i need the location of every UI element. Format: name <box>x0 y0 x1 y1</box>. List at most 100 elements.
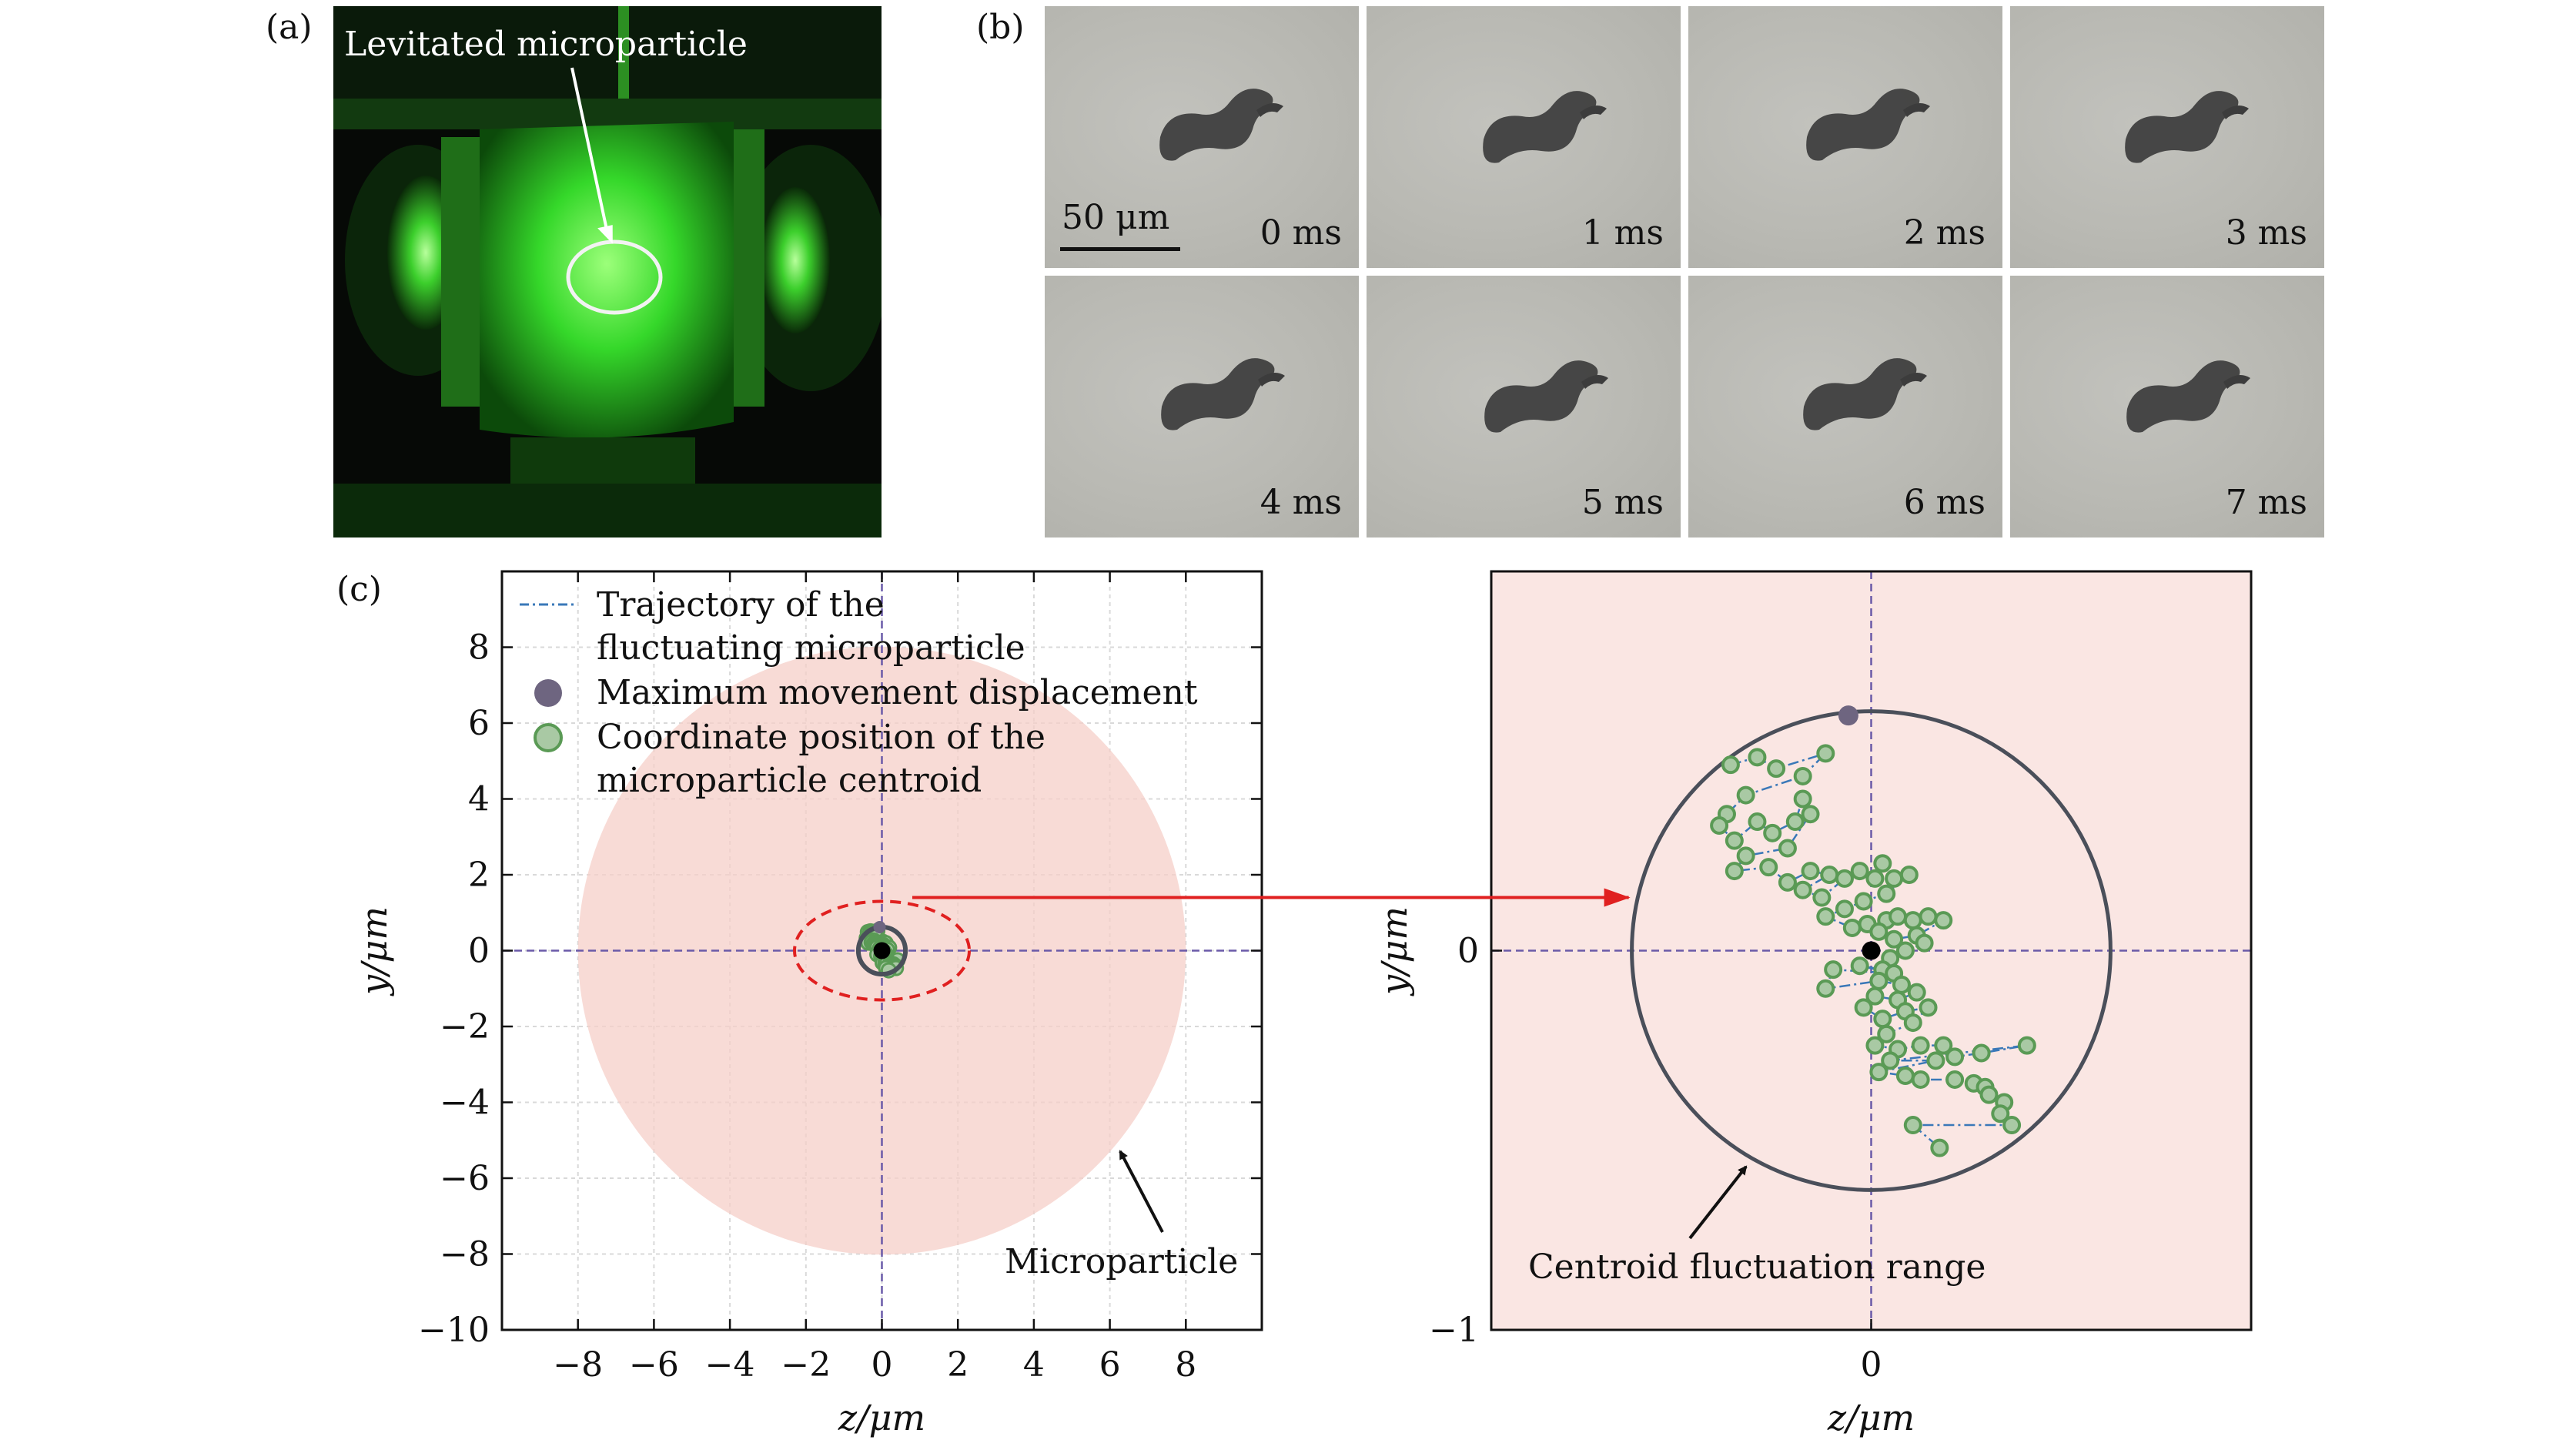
particle-silhouette <box>1803 358 1927 430</box>
x-tick-label: 4 <box>1023 1345 1045 1385</box>
centroid-point <box>1801 805 1820 824</box>
centroid-point <box>1915 933 1934 953</box>
centroid-points <box>1710 744 2036 1157</box>
centroid-point <box>1793 766 1812 785</box>
x-tick-label: 8 <box>1175 1345 1196 1385</box>
levitator-photo: Levitated microparticle <box>333 6 882 537</box>
range-arrow <box>1688 1165 1748 1240</box>
centroid-point <box>1759 858 1778 877</box>
centroid-range-circle <box>1630 709 2113 1192</box>
centroid-point <box>1877 1024 1896 1043</box>
centroid-point <box>1979 1085 1999 1104</box>
scale-bar <box>1060 247 1180 251</box>
centroid-point <box>1889 907 1908 926</box>
centroid-point <box>1778 839 1797 858</box>
centroid-point <box>1865 1036 1885 1055</box>
y-tick-label: 6 <box>468 704 490 743</box>
video-frame: 6 ms <box>1688 276 2002 537</box>
frame-time-label: 3 ms <box>2225 213 2307 253</box>
y-axis-label: y/μm <box>353 906 395 996</box>
centroid-point <box>1801 862 1820 881</box>
centroid-point <box>1903 1116 1922 1135</box>
centroid-point <box>1903 911 1922 930</box>
y-tick-label: 0 <box>468 932 490 971</box>
centroid-point <box>1748 812 1767 832</box>
centroid-point <box>1793 789 1812 809</box>
zoom-region-ellipse <box>792 899 972 1002</box>
centroid-point <box>1721 755 1740 775</box>
centroid-point <box>1824 960 1843 980</box>
video-frame: 5 ms <box>1367 276 1681 537</box>
y-tick-label: 4 <box>468 780 490 819</box>
x-axis-label: z/μm <box>838 1397 925 1438</box>
x-tick-label: −4 <box>705 1345 755 1385</box>
centroid-point <box>1793 880 1812 899</box>
center-point-small <box>873 942 891 959</box>
centroid-point <box>1816 744 1835 763</box>
centroid-point <box>1767 759 1786 779</box>
centroid-point <box>1736 785 1755 805</box>
y-tick-label: −4 <box>440 1083 490 1123</box>
y-tick-label: −8 <box>440 1235 490 1274</box>
particle-silhouette <box>1483 91 1607 163</box>
centroid-point <box>1778 872 1797 892</box>
max-displacement-point <box>1838 705 1858 726</box>
center-point <box>1862 941 1881 960</box>
legend-centroid-label-2: microparticle centroid <box>597 761 982 800</box>
centroid-point <box>1892 975 1911 994</box>
y-tick-label: −10 <box>418 1311 490 1350</box>
particle-silhouette <box>2126 360 2250 433</box>
frame-time-label: 4 ms <box>1260 483 1342 522</box>
centroid-point <box>1865 869 1885 888</box>
centroid-point <box>1919 907 1938 926</box>
x-tick-label: 6 <box>1099 1345 1121 1385</box>
right-plot: 0 −1 0 z/μm y/μm Centroid fluctuation range <box>1373 570 2253 1438</box>
x-tick-label: 2 <box>947 1345 969 1385</box>
y-tick-label: −2 <box>440 1007 490 1047</box>
centroid-point <box>1911 1036 1930 1055</box>
centroid-point <box>1748 748 1767 767</box>
centroid-point <box>1930 1138 1949 1157</box>
particle-silhouette <box>1159 89 1283 161</box>
frame-grid: 0 ms 50 μm 1 ms 2 ms 3 ms 4 ms 5 ms 6 ms 7 ms <box>1045 6 2324 539</box>
legend-trajectory-label: Trajectory of the <box>597 585 885 625</box>
legend-trajectory-label-2: fluctuating microparticle <box>597 628 1025 668</box>
centroid-point <box>1850 862 1869 881</box>
centroid-point <box>1934 1036 1953 1055</box>
frame-time-label: 7 ms <box>2225 483 2307 522</box>
panel-label-b: (b) <box>976 8 1025 47</box>
panel-label-c: (c) <box>336 570 382 609</box>
centroid-point <box>1785 812 1805 832</box>
centroid-point <box>1991 1104 2010 1124</box>
y-tick-label: −6 <box>440 1159 490 1198</box>
centroid-point <box>1725 862 1744 881</box>
centroid-point <box>1725 831 1744 850</box>
particle-silhouette <box>1484 360 1608 433</box>
centroid-point <box>1903 1013 1922 1033</box>
centroid-point <box>2002 1116 2022 1135</box>
centroid-point <box>1885 929 1904 949</box>
centroid-point <box>1816 907 1835 926</box>
left-plot: −8 −6 −4 −2 0 2 4 6 8 −10 −8 −6 −4 −2 0 2 4 6 8 z/μm y/μm Tra… <box>353 570 1263 1438</box>
centroid-point <box>1945 1070 1965 1089</box>
legend-centroid-swatch <box>534 723 563 752</box>
frame-time-label: 6 ms <box>1903 483 1986 522</box>
centroid-point <box>1820 866 1839 884</box>
x-axis-label-zoom: z/μm <box>1827 1397 1915 1438</box>
centroid-point <box>1972 1043 1991 1063</box>
scale-bar-label: 50 μm <box>1062 198 1170 237</box>
centroid-point <box>1945 1047 1965 1067</box>
centroid-point <box>1877 884 1896 903</box>
centroid-point <box>1842 918 1862 937</box>
y-tick-label-zoom: 0 <box>1457 932 1479 971</box>
legend-max-label: Maximum movement displacement <box>597 673 1198 712</box>
centroid-point <box>1812 888 1832 907</box>
centroid-point <box>1854 998 1873 1017</box>
centroid-point <box>2017 1036 2036 1055</box>
centroid-point <box>1899 866 1919 884</box>
centroid-point <box>1873 1010 1892 1029</box>
centroid-point <box>1865 986 1885 1006</box>
video-frame: 4 ms <box>1045 276 1359 537</box>
